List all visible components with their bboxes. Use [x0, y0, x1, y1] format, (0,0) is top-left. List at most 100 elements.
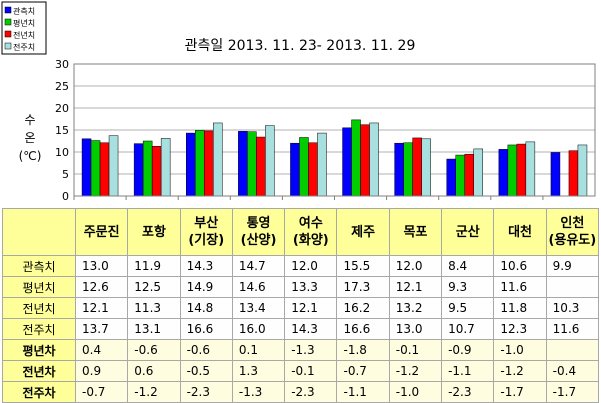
table-cell: -1.7	[493, 381, 547, 403]
legend-entry: 관측치	[13, 6, 35, 16]
row-label: 평년치	[2, 276, 76, 298]
bar	[256, 136, 266, 197]
row-label: 전주치	[2, 318, 76, 340]
column-header-line: (용유도)	[548, 233, 597, 248]
table-cell: 17.3	[336, 276, 390, 298]
table-cell: -0.9	[441, 339, 495, 361]
table-cell: 11.3	[127, 297, 181, 319]
table-cell: 12.0	[388, 255, 443, 277]
bar	[195, 130, 205, 197]
table-cell: 14.9	[179, 276, 233, 298]
table-cell: 15.5	[336, 255, 390, 277]
table-cell: -0.6	[179, 339, 233, 361]
column-header: 군산	[441, 208, 495, 256]
bar	[421, 138, 431, 197]
row-label: 전년차	[2, 360, 76, 382]
bar	[133, 143, 144, 197]
column-header: 여수 (화양)	[284, 208, 338, 256]
table-cell: 13.0	[74, 255, 129, 277]
table-cell: -0.5	[179, 360, 233, 382]
y-tick-label: 5	[62, 168, 69, 181]
table-cell: 0.1	[231, 339, 286, 361]
legend-swatch	[4, 18, 12, 26]
table-cell: 13.0	[388, 318, 443, 340]
column-header-line: 통영	[246, 216, 271, 231]
table-cell: -1.1	[441, 360, 495, 382]
table-row: 전주차 -0.7 -1.2 -2.3 -1.3 -2.3 -1.1 -1.0 -2.3 -1.7-…	[2, 381, 599, 403]
bar	[142, 140, 153, 197]
column-header-line: 대천	[508, 224, 532, 240]
table-cell: 12.1	[388, 276, 443, 298]
table-cell	[545, 339, 599, 361]
table-cell: -2.3	[441, 381, 495, 403]
table-cell: 14.6	[231, 276, 286, 298]
column-header: 목포	[388, 208, 443, 256]
bar	[351, 119, 361, 197]
table-cell: 11.9	[127, 255, 181, 277]
column-header-line: 목포	[403, 224, 428, 240]
table-cell: 1.3	[231, 360, 286, 382]
table-cell: -1.0	[388, 381, 443, 403]
bars	[73, 119, 588, 200]
bar	[473, 148, 483, 197]
table-cell: -1.1	[336, 381, 390, 403]
table-cell: -1.2	[127, 381, 181, 403]
table-cell: 10.7	[441, 318, 495, 340]
table-cell: 13.2	[388, 297, 443, 319]
bar	[238, 131, 248, 197]
table-cell: 12.5	[127, 276, 181, 298]
bar	[108, 135, 119, 197]
y-tick-label: 15	[55, 124, 69, 137]
table-cell: 11.6	[545, 318, 599, 340]
bar	[247, 131, 257, 197]
table-row: 관측치 13.0 11.9 14.3 14.7 12.0 15.5 12.0 8.4 10.6 9.…	[2, 255, 599, 277]
table-cell: 8.4	[441, 255, 495, 277]
table-cell: -1.3	[284, 339, 338, 361]
column-header-line: 부산	[194, 216, 219, 231]
table-cell: 12.6	[74, 276, 129, 298]
table-row: 전년치 12.1 11.3 14.8 13.4 12.1 16.2 13.2 9.5 11.8 10…	[2, 297, 599, 319]
bar	[99, 142, 110, 197]
table-cell: 13.7	[74, 318, 129, 340]
bar	[412, 137, 422, 197]
table-cell: 16.6	[336, 318, 390, 340]
bar	[525, 141, 536, 197]
table-cell: -1.3	[231, 381, 286, 403]
table-cell: 12.1	[74, 297, 129, 319]
bar	[90, 140, 101, 197]
table-cell: 16.6	[179, 318, 233, 340]
table-cell: 0.9	[74, 360, 129, 382]
y-tick-label: 25	[55, 80, 69, 93]
bar	[360, 124, 370, 197]
bar	[342, 127, 352, 197]
table-cell: 10.3	[545, 297, 599, 319]
column-header-line: (산양)	[240, 233, 277, 248]
table-row: 평년차 0.4 -0.6 -0.6 0.1 -1.3 -1.8 -0.1 -0.9 -1.0	[2, 339, 599, 361]
bar	[290, 142, 300, 197]
column-header: 인천 (용유도)	[545, 208, 599, 256]
column-header-line: 군산	[455, 224, 480, 240]
row-label: 전년치	[2, 297, 76, 319]
bar	[507, 144, 518, 197]
data-table: 주문진 포항 부산 (기장) 통영 (산양) 여수 (화양) 제주 목포 군산 대천 인천 (용유도) 관측…	[2, 208, 599, 403]
table-cell: 0.6	[127, 360, 181, 382]
bar	[81, 138, 92, 197]
column-header: 부산 (기장)	[179, 208, 233, 256]
table-cell: -2.3	[179, 381, 233, 403]
y-axis-label: 수온 (℃)	[19, 113, 42, 163]
bar	[160, 138, 171, 197]
bar	[204, 130, 214, 197]
row-label: 전주차	[2, 381, 76, 403]
y-axis-ticks: 0 5 10 15 20 25 30	[55, 58, 69, 203]
table-cell: 11.8	[493, 297, 547, 319]
row-label: 평년차	[2, 339, 76, 361]
table-cell: -0.7	[74, 381, 129, 403]
table-cell: 12.0	[284, 255, 338, 277]
column-header: 대천	[493, 208, 547, 256]
table-cell: -1.8	[336, 339, 390, 361]
table-cell: 9.9	[545, 255, 599, 277]
table-cell: 12.1	[284, 297, 338, 319]
bar	[299, 137, 309, 197]
column-header: 제주	[336, 208, 390, 256]
